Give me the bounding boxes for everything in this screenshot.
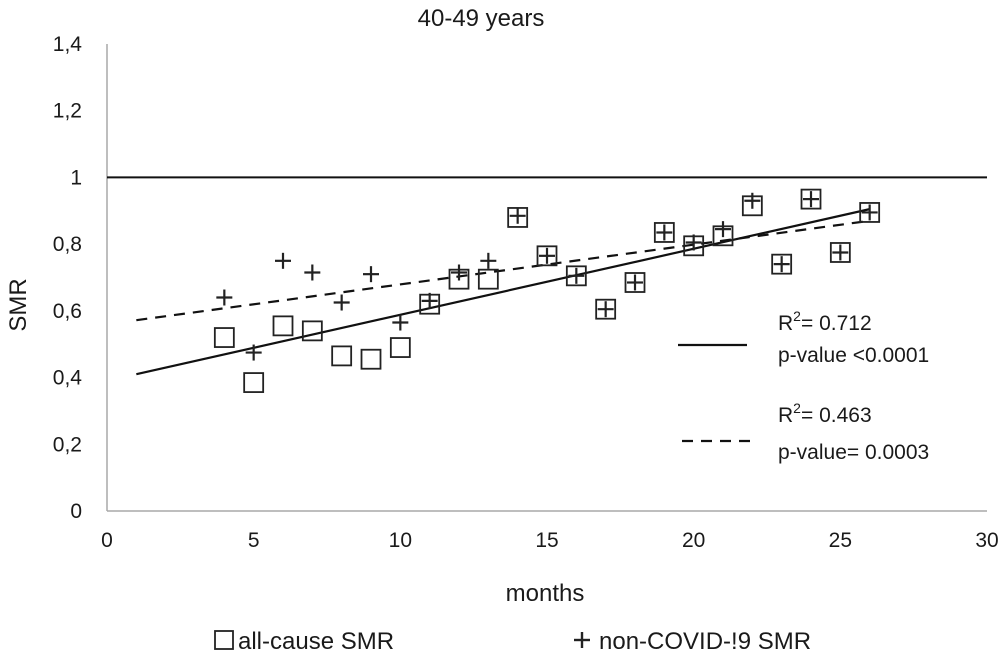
trend-line-all-cause [136,208,870,376]
r2-dashed-prefix: R [778,404,793,427]
y-tick-label: 0,8 [53,233,82,256]
r2-solid-text: R2= 0.712 [778,308,872,335]
non-covid-point [363,266,379,283]
annotation-solid: R2= 0.712 p-value <0.0001 [678,308,929,367]
all-cause-point [800,188,822,210]
y-tick-label: 1,4 [53,33,83,56]
all-cause-point [859,202,881,223]
non-covid-point [333,294,350,311]
non-covid-point [275,252,291,269]
x-axis-ticks: 0 5 10 15 20 25 30 [101,529,999,552]
non-covid-point [744,192,761,209]
non-covid-point [392,314,409,331]
x-axis-title: months [506,580,585,607]
y-tick-label: 1 [70,166,82,189]
r2-solid-prefix: R [778,312,793,335]
all-cause-point [301,320,323,342]
trend-line-non-covid [136,219,870,322]
r2-dashed-text: R2= 0.463 [778,400,872,427]
trend-lines [136,208,870,376]
non-covid-point [685,234,702,251]
all-cause-point [360,348,382,370]
all-cause-point [389,337,411,358]
non-covid-point [421,292,438,309]
chart-title: 40-49 years [418,5,545,32]
non-covid-point [597,301,614,318]
legend-label-non-covid: non-COVID-!9 SMR [599,628,811,655]
non-covid-point [480,252,497,269]
non-covid-point [568,267,585,284]
non-covid-point [861,204,878,221]
legend-square-marker [214,630,234,650]
r2-dashed-sup: 2 [793,400,801,416]
all-cause-point [595,298,617,320]
x-tick-label: 15 [535,529,558,552]
all-cause-point [771,253,793,275]
annotation-dashed: R2= 0.463 p-value= 0.0003 [682,400,929,464]
non-covid-point [216,289,233,306]
all-cause-point [243,372,265,393]
y-tick-label: 0 [70,500,82,523]
all-cause-point [565,265,587,287]
y-tick-label: 0,2 [53,433,82,456]
p-value-solid: p-value <0.0001 [778,344,929,367]
y-tick-label: 0,6 [53,300,82,323]
r2-solid-sup: 2 [793,308,801,324]
all-cause-point [653,222,675,243]
non-covid-point [451,264,467,281]
non-covid-point [803,191,819,208]
non-covid-point [627,274,643,291]
y-tick-label: 1,2 [53,100,82,123]
all-cause-point [331,345,353,367]
all-cause-point [536,245,558,267]
all-cause-point [213,327,235,348]
non-covid-point [539,247,555,264]
y-axis-title: SMR [5,278,32,331]
non-covid-point [715,221,731,238]
non-covid-point [656,224,673,241]
r2-dashed-value: = 0.463 [801,404,872,427]
non-covid-point [509,207,526,224]
x-tick-label: 25 [829,529,852,552]
legend-plus-marker [574,632,590,648]
x-tick-label: 5 [248,529,260,552]
data-points [213,188,881,393]
x-tick-label: 10 [389,529,412,552]
all-cause-point [477,268,499,290]
all-cause-point [624,272,646,293]
non-covid-point [773,256,790,273]
non-covid-point [304,264,321,281]
x-tick-label: 30 [975,529,998,552]
legend-label-all-cause: all-cause SMR [238,628,394,655]
y-tick-label: 0,4 [53,367,83,390]
r2-solid-value: = 0.712 [801,312,872,335]
p-value-dashed: p-value= 0.0003 [778,441,929,464]
legend: all-cause SMR non-COVID-!9 SMR [214,628,811,655]
x-tick-label: 0 [101,529,113,552]
all-cause-point [272,315,294,337]
non-covid-point [832,244,849,261]
non-covid-point [245,344,262,361]
y-axis-ticks: 0 0,2 0,4 0,6 0,8 1 1,2 1,4 [53,33,83,523]
x-tick-label: 20 [682,529,705,552]
all-cause-point [829,242,851,263]
